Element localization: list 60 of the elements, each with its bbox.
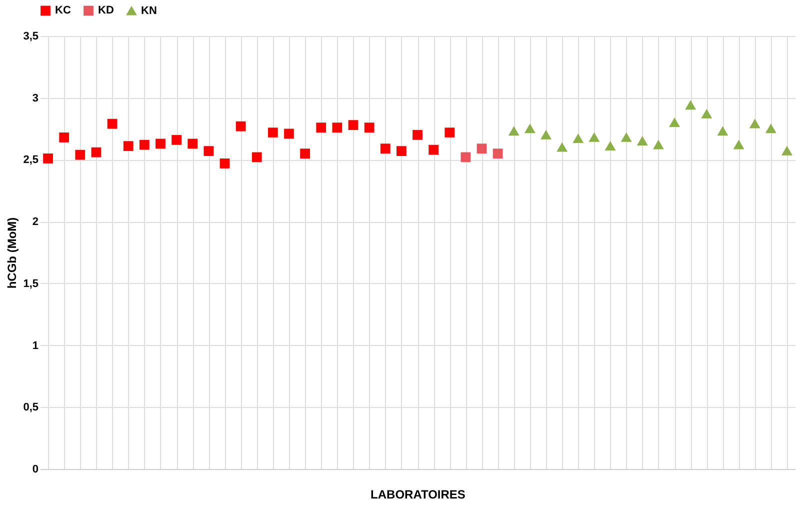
point	[637, 136, 648, 146]
point	[589, 133, 600, 142]
point	[412, 130, 422, 140]
y-tick-label: 0	[32, 464, 38, 476]
y-tick-label: 3	[32, 92, 38, 104]
point	[316, 122, 326, 132]
y-tick-label: 1,5	[23, 278, 38, 290]
point	[541, 130, 551, 140]
y-axis-title: hCGb (MoM)	[5, 217, 20, 289]
point	[782, 146, 792, 156]
point	[75, 150, 86, 160]
legend-label: KD	[98, 4, 114, 17]
point	[188, 138, 198, 149]
point	[220, 158, 230, 168]
point	[172, 134, 182, 145]
point	[236, 121, 246, 132]
point	[686, 100, 696, 110]
point	[670, 118, 680, 127]
point	[621, 133, 632, 142]
y-tick-label: 0,5	[23, 402, 38, 414]
point	[605, 142, 616, 150]
point	[557, 142, 568, 152]
point	[252, 152, 262, 162]
point	[460, 152, 471, 162]
point	[107, 118, 118, 129]
point	[348, 120, 358, 130]
point	[284, 128, 294, 139]
point	[444, 128, 455, 138]
point	[654, 140, 664, 150]
point	[91, 147, 102, 158]
point	[573, 134, 584, 144]
point	[718, 126, 728, 136]
point	[734, 140, 744, 150]
point	[396, 146, 406, 156]
legend-label: KN	[141, 4, 157, 17]
point	[59, 132, 70, 142]
point	[364, 122, 374, 132]
point	[43, 154, 53, 164]
point	[508, 126, 519, 136]
legend-label: KC	[55, 4, 71, 17]
point	[332, 122, 342, 132]
point	[139, 140, 150, 150]
point	[492, 148, 503, 158]
point	[268, 128, 278, 138]
point	[156, 138, 166, 149]
point	[123, 141, 134, 152]
point	[766, 124, 776, 134]
y-tick-label: 2	[32, 216, 38, 228]
y-tick-label: 1	[32, 340, 38, 352]
x-axis-title: LABORATOIRES	[370, 488, 466, 502]
point	[300, 148, 310, 158]
y-tick-label: 3,5	[23, 30, 38, 42]
point	[428, 144, 438, 155]
point	[204, 146, 214, 156]
y-tick-label: 2,5	[23, 154, 38, 166]
point	[380, 144, 390, 154]
point	[702, 110, 712, 118]
point	[525, 124, 535, 134]
point	[750, 119, 760, 128]
point	[476, 144, 487, 154]
